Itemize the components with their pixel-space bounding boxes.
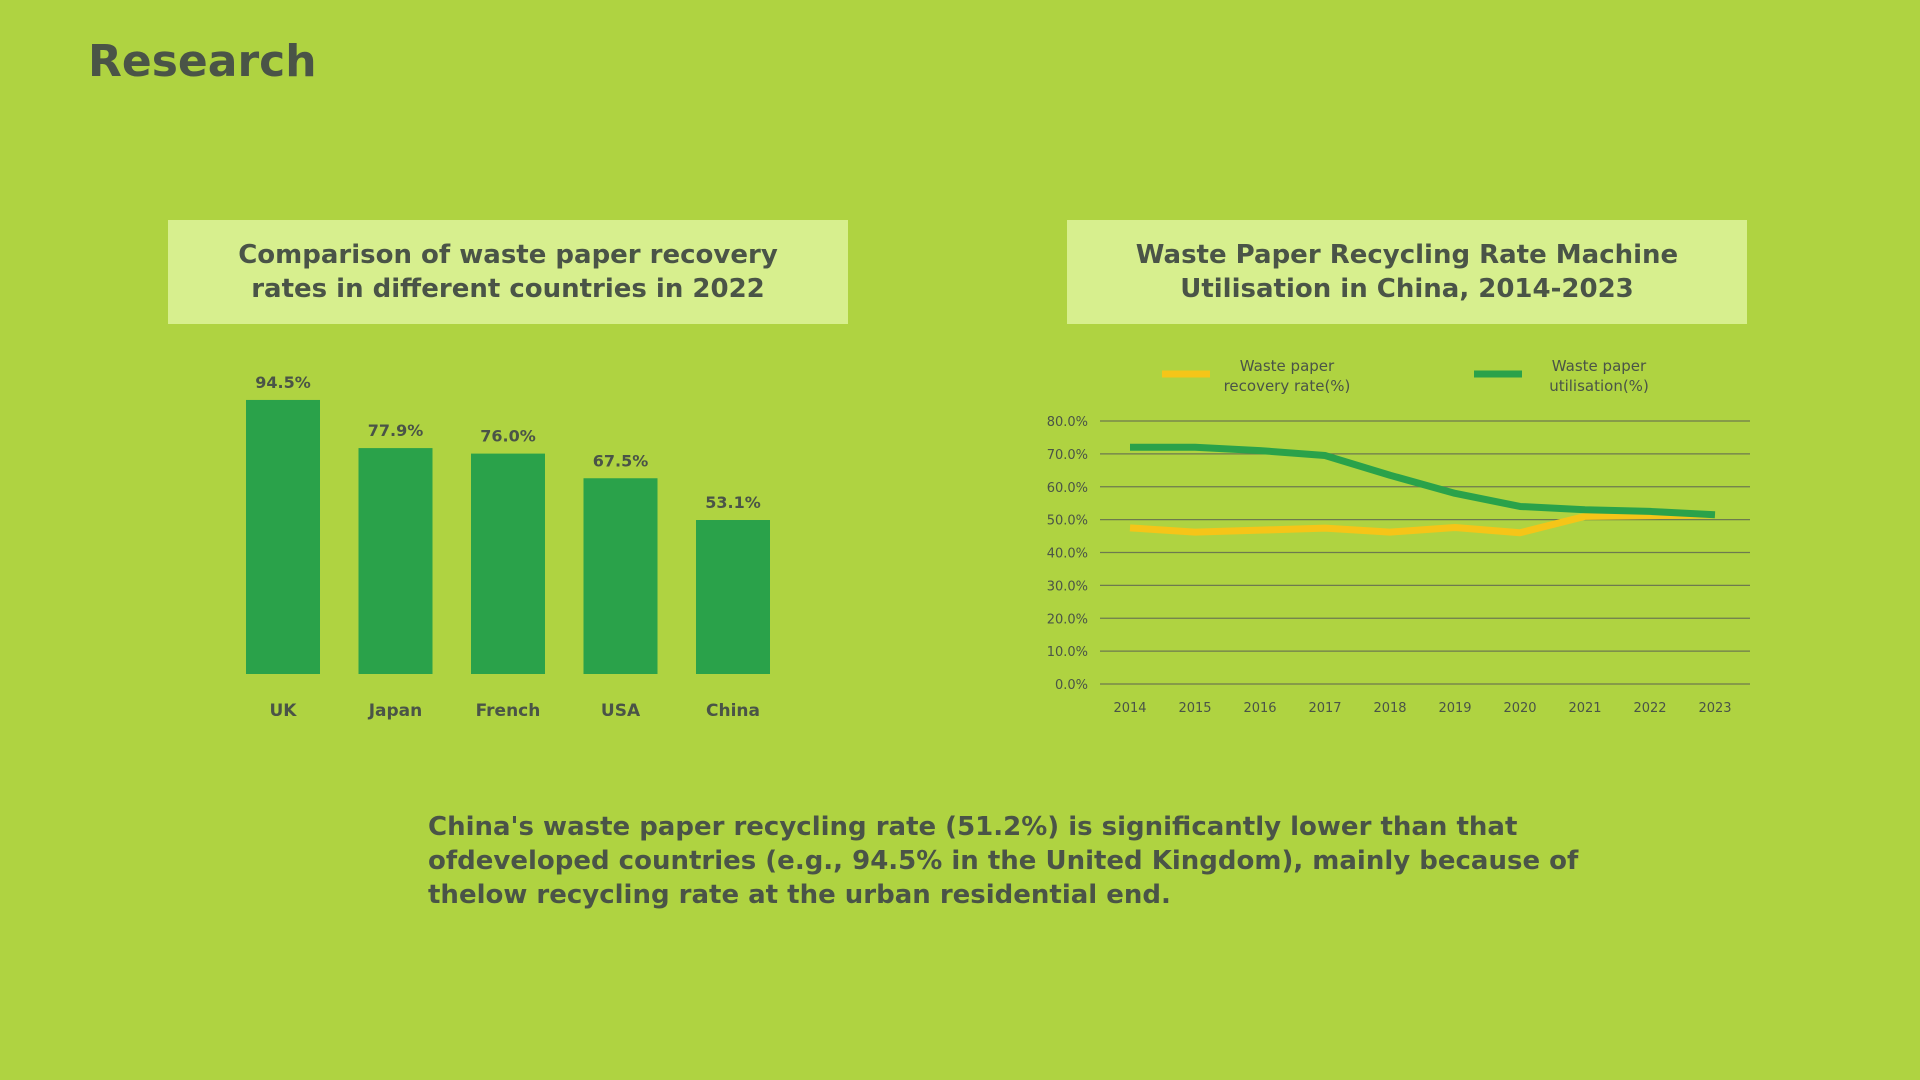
y-tick-label: 10.0% [1047,645,1088,660]
x-tick-label-french: French [476,701,541,721]
legend-label-utilisation-line: Waste paper utilisation(%) [1549,357,1649,395]
y-tick-label: 40.0% [1047,547,1088,562]
x-tick-label-2020: 2020 [1503,701,1536,716]
x-tick-label-2018: 2018 [1373,701,1406,716]
bar-value-label-uk: 94.5% [255,373,311,392]
x-tick-label-uk: UK [270,701,298,721]
y-tick-label: 70.0% [1047,448,1088,463]
bar-chart-title-box: Comparison of waste paper recovery rates… [168,220,848,324]
bar-value-label-usa: 67.5% [593,451,649,470]
x-tick-label-china: China [706,701,760,721]
bar-china [696,520,770,674]
x-tick-label-2023: 2023 [1698,701,1731,716]
x-tick-label-2014: 2014 [1113,701,1146,716]
summary-text: China's waste paper recycling rate (51.2… [428,812,1579,910]
x-tick-label-2019: 2019 [1438,701,1471,716]
bar-chart-title: Comparison of waste paper recovery rates… [238,240,778,304]
line-chart: 0.0% 10.0% 20.0% 30.0% 40.0% 50.0% 60.0% 70.0% 8… [1047,357,1750,716]
bar-value-label-japan: 77.9% [368,421,424,440]
x-tick-label-2021: 2021 [1568,701,1601,716]
page-title: Research [88,36,317,87]
utilisation-line [1130,443,1716,519]
bar-uk [246,399,320,674]
x-tick-label-2022: 2022 [1633,701,1666,716]
line-chart-title: Waste Paper Recycling Rate Machine Utili… [1135,240,1679,304]
legend-label-recovery-rate-line: Waste paper recovery rate(%) [1224,357,1351,395]
bar-chart: 94.5% UK 77.9% Japan 76.0% French 67.5% USA 53.1… [246,373,770,721]
x-tick-label-2016: 2016 [1243,701,1276,716]
bar-usa [583,478,658,674]
bar-french [471,453,545,674]
bar-japan [358,448,433,674]
y-tick-label: 60.0% [1047,481,1088,496]
x-tick-label-2017: 2017 [1308,701,1341,716]
y-tick-label: 20.0% [1047,612,1088,627]
y-tick-label: 80.0% [1047,415,1088,430]
y-tick-label: 50.0% [1047,514,1088,529]
line-chart-title-box: Waste Paper Recycling Rate Machine Utili… [1067,220,1747,324]
y-tick-label: 0.0% [1055,678,1088,693]
x-tick-label-japan: Japan [368,701,423,721]
bar-value-label-french: 76.0% [480,427,536,446]
recovery-rate-line [1129,511,1716,537]
y-tick-label: 30.0% [1047,579,1088,594]
bar-value-label-china: 53.1% [705,493,761,512]
x-tick-label-usa: USA [601,701,641,721]
x-tick-label-2015: 2015 [1178,701,1211,716]
